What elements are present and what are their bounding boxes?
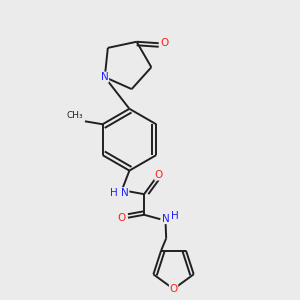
- Text: H: H: [110, 188, 118, 198]
- Text: N: N: [101, 72, 109, 82]
- Text: H: H: [171, 211, 178, 221]
- Text: O: O: [155, 170, 163, 180]
- Text: N: N: [162, 214, 170, 224]
- Text: N: N: [121, 188, 129, 198]
- Text: O: O: [117, 213, 126, 223]
- Text: O: O: [160, 38, 168, 48]
- Text: CH₃: CH₃: [67, 111, 83, 120]
- Text: O: O: [169, 284, 178, 294]
